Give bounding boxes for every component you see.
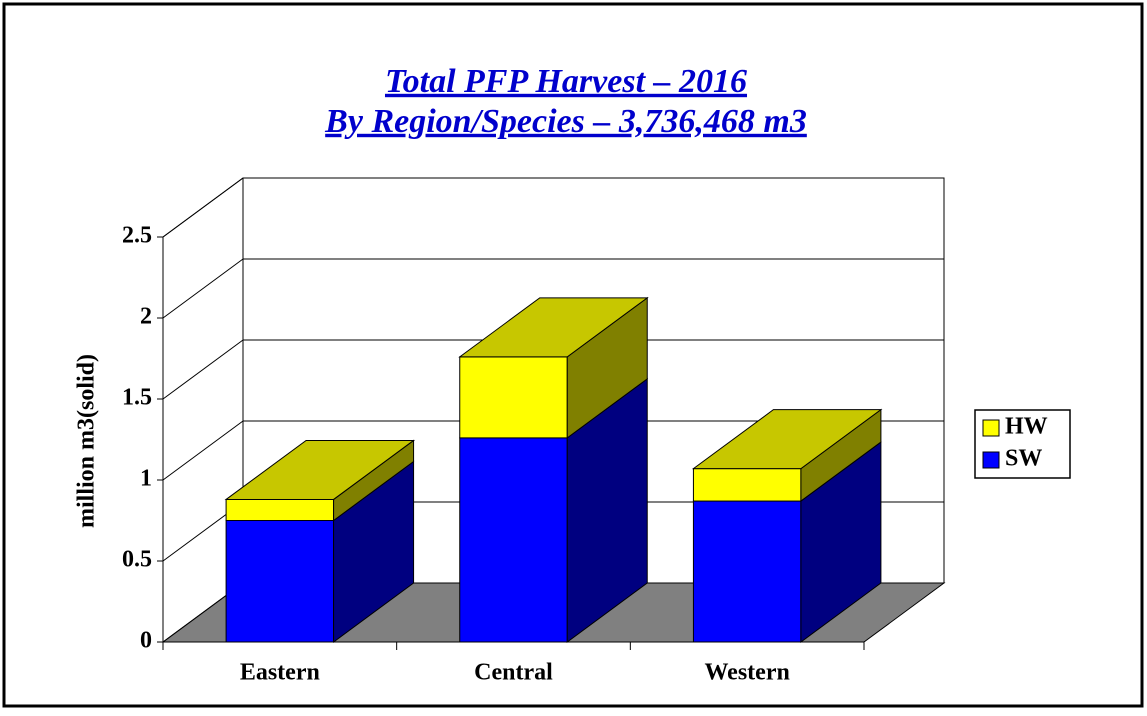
grid-line	[162, 177, 244, 238]
y-tick-label: 2	[140, 304, 152, 330]
y-tick-label: 1	[140, 466, 152, 492]
bar-top	[458, 297, 649, 358]
x-tick-label: Central	[474, 660, 553, 686]
x-tick-label: Eastern	[240, 660, 320, 686]
y-tick-label: 1.5	[122, 385, 152, 411]
grid-line	[162, 258, 244, 319]
legend-label: SW	[1005, 446, 1042, 472]
y-tick-label: 2.5	[122, 223, 152, 249]
grid-line	[162, 420, 244, 481]
bar-segment	[692, 500, 802, 643]
y-tick-label: 0	[140, 628, 152, 654]
y-tick-label: 0.5	[122, 547, 152, 573]
grid-line	[162, 339, 244, 400]
bar-top	[691, 409, 883, 470]
bar-segment	[459, 356, 568, 439]
bar-segment	[225, 498, 335, 522]
chart-subtitle: By Region/Species – 3,736,468 m3	[324, 103, 807, 140]
chart-title: Total PFP Harvest – 2016	[385, 63, 747, 100]
legend-label: HW	[1005, 414, 1048, 440]
x-tick-label: Western	[705, 660, 790, 686]
y-axis-label: million m3(solid)	[74, 354, 100, 528]
bar-segment	[459, 437, 568, 643]
legend-swatch	[982, 451, 1000, 469]
bar-segment	[225, 520, 335, 643]
bar-segment	[692, 468, 802, 502]
bar-top	[224, 439, 416, 500]
legend-swatch	[982, 419, 1000, 437]
